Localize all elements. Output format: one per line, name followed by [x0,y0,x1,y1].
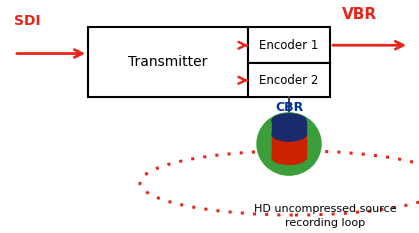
Ellipse shape [272,114,306,127]
Ellipse shape [272,151,306,164]
Bar [248,63,330,97]
Ellipse shape [272,127,306,141]
Text: VBR: VBR [341,7,377,22]
Bar [88,27,248,97]
Text: SDI: SDI [14,14,41,28]
Text: Encoder 1: Encoder 1 [259,39,319,52]
Circle shape [257,113,321,175]
Bar [272,134,306,158]
Text: Transmitter: Transmitter [128,55,208,69]
Text: Encoder 2: Encoder 2 [259,74,319,87]
Bar [272,121,306,134]
Text: HD uncompressed source
recording loop: HD uncompressed source recording loop [253,204,396,228]
Bar [248,27,330,63]
Text: CBR: CBR [275,100,303,113]
